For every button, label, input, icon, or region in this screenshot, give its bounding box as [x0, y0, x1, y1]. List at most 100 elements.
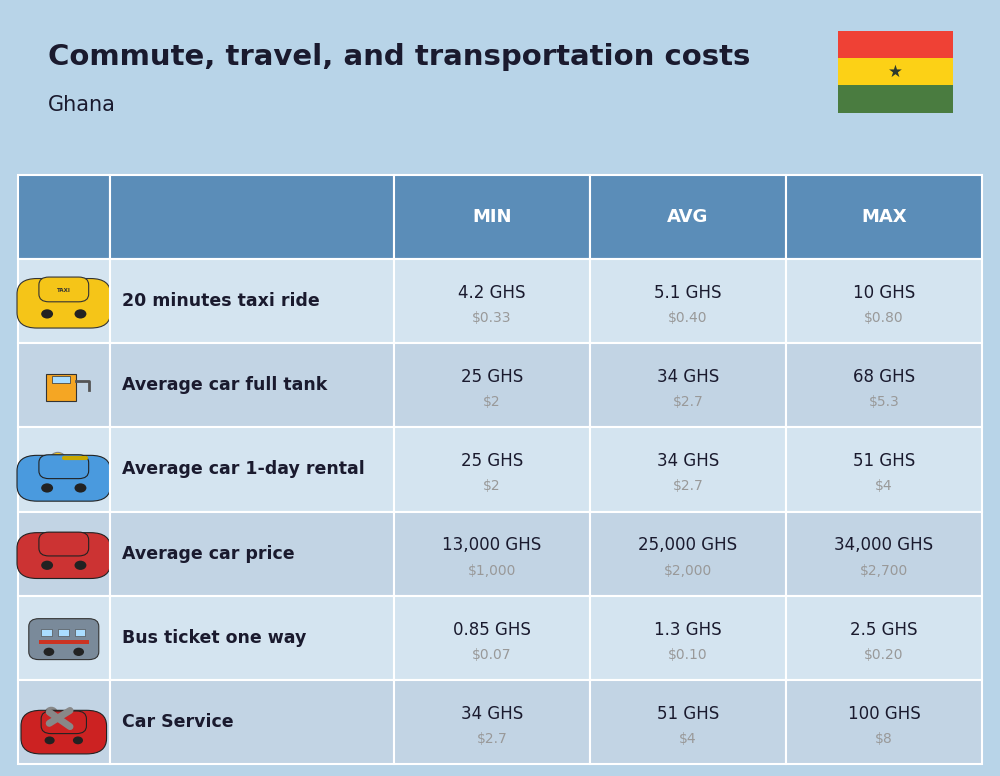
- Text: 25 GHS: 25 GHS: [461, 368, 523, 386]
- Text: $2.7: $2.7: [673, 395, 703, 409]
- Bar: [18, 511, 110, 596]
- Text: Bus ticket one way: Bus ticket one way: [122, 629, 306, 647]
- Text: Average car price: Average car price: [122, 545, 294, 563]
- Text: $4: $4: [679, 732, 697, 746]
- Bar: [110, 680, 394, 764]
- Text: $2,700: $2,700: [860, 563, 908, 577]
- Bar: [590, 343, 786, 428]
- FancyBboxPatch shape: [17, 279, 111, 328]
- FancyBboxPatch shape: [46, 374, 76, 401]
- Text: $0.10: $0.10: [668, 648, 708, 662]
- Bar: [58, 629, 69, 636]
- Text: $0.07: $0.07: [472, 648, 512, 662]
- Bar: [394, 175, 590, 259]
- Text: MIN: MIN: [472, 208, 512, 226]
- Bar: [786, 511, 982, 596]
- Bar: [786, 596, 982, 680]
- Text: 34 GHS: 34 GHS: [461, 705, 523, 722]
- Text: 34,000 GHS: 34,000 GHS: [834, 536, 934, 554]
- Text: 5.1 GHS: 5.1 GHS: [654, 283, 722, 302]
- Text: $2,000: $2,000: [664, 563, 712, 577]
- Circle shape: [73, 648, 84, 656]
- Bar: [18, 259, 110, 343]
- Bar: [110, 343, 394, 428]
- Bar: [110, 259, 394, 343]
- FancyBboxPatch shape: [39, 277, 89, 302]
- Bar: [394, 596, 590, 680]
- Bar: [110, 428, 394, 511]
- FancyBboxPatch shape: [41, 711, 86, 733]
- Bar: [110, 511, 394, 596]
- Bar: [786, 428, 982, 511]
- FancyBboxPatch shape: [21, 710, 107, 754]
- Text: $5.3: $5.3: [869, 395, 899, 409]
- Text: AVG: AVG: [667, 208, 709, 226]
- Bar: [590, 259, 786, 343]
- Text: 34 GHS: 34 GHS: [657, 452, 719, 470]
- Text: Commute, travel, and transportation costs: Commute, travel, and transportation cost…: [48, 43, 750, 71]
- Bar: [394, 259, 590, 343]
- Bar: [590, 428, 786, 511]
- Text: $2.7: $2.7: [477, 732, 507, 746]
- Bar: [394, 428, 590, 511]
- Bar: [838, 85, 953, 113]
- Bar: [18, 680, 110, 764]
- Text: $0.80: $0.80: [864, 311, 904, 325]
- Bar: [18, 343, 110, 428]
- Text: 68 GHS: 68 GHS: [853, 368, 915, 386]
- Circle shape: [75, 561, 86, 570]
- Bar: [786, 175, 982, 259]
- Bar: [786, 680, 982, 764]
- Text: $0.20: $0.20: [864, 648, 904, 662]
- Bar: [838, 58, 953, 85]
- Text: 34 GHS: 34 GHS: [657, 368, 719, 386]
- Bar: [75, 629, 85, 636]
- Bar: [590, 596, 786, 680]
- FancyBboxPatch shape: [39, 455, 89, 479]
- Circle shape: [73, 736, 83, 744]
- Circle shape: [41, 310, 53, 318]
- Bar: [590, 175, 786, 259]
- Text: 13,000 GHS: 13,000 GHS: [442, 536, 542, 554]
- Text: 51 GHS: 51 GHS: [657, 705, 719, 722]
- Text: 20 minutes taxi ride: 20 minutes taxi ride: [122, 292, 319, 310]
- Text: $2.7: $2.7: [673, 480, 703, 494]
- Text: 1.3 GHS: 1.3 GHS: [654, 621, 722, 639]
- Text: $8: $8: [875, 732, 893, 746]
- Bar: [394, 343, 590, 428]
- Circle shape: [41, 561, 53, 570]
- Text: $2: $2: [483, 395, 501, 409]
- Text: Ghana: Ghana: [48, 95, 116, 115]
- Circle shape: [75, 310, 86, 318]
- Circle shape: [41, 483, 53, 493]
- Text: 51 GHS: 51 GHS: [853, 452, 915, 470]
- Circle shape: [45, 736, 55, 744]
- Bar: [110, 596, 394, 680]
- Bar: [41, 629, 52, 636]
- Text: $0.33: $0.33: [472, 311, 512, 325]
- Bar: [52, 376, 70, 383]
- Text: TAXI: TAXI: [57, 289, 71, 293]
- Text: $1,000: $1,000: [468, 563, 516, 577]
- Text: 25 GHS: 25 GHS: [461, 452, 523, 470]
- Bar: [18, 428, 110, 511]
- Bar: [18, 596, 110, 680]
- Bar: [39, 640, 89, 643]
- Bar: [590, 680, 786, 764]
- Bar: [590, 511, 786, 596]
- Text: $4: $4: [875, 480, 893, 494]
- Bar: [838, 31, 953, 58]
- Circle shape: [75, 483, 86, 493]
- Text: ★: ★: [888, 63, 903, 81]
- Text: MAX: MAX: [861, 208, 907, 226]
- Text: 10 GHS: 10 GHS: [853, 283, 915, 302]
- Text: 2.5 GHS: 2.5 GHS: [850, 621, 918, 639]
- FancyBboxPatch shape: [17, 532, 111, 578]
- FancyBboxPatch shape: [17, 456, 111, 501]
- FancyBboxPatch shape: [29, 618, 99, 660]
- Text: Average car 1-day rental: Average car 1-day rental: [122, 460, 364, 479]
- Bar: [394, 680, 590, 764]
- Bar: [786, 259, 982, 343]
- Text: 100 GHS: 100 GHS: [848, 705, 920, 722]
- FancyBboxPatch shape: [39, 532, 89, 556]
